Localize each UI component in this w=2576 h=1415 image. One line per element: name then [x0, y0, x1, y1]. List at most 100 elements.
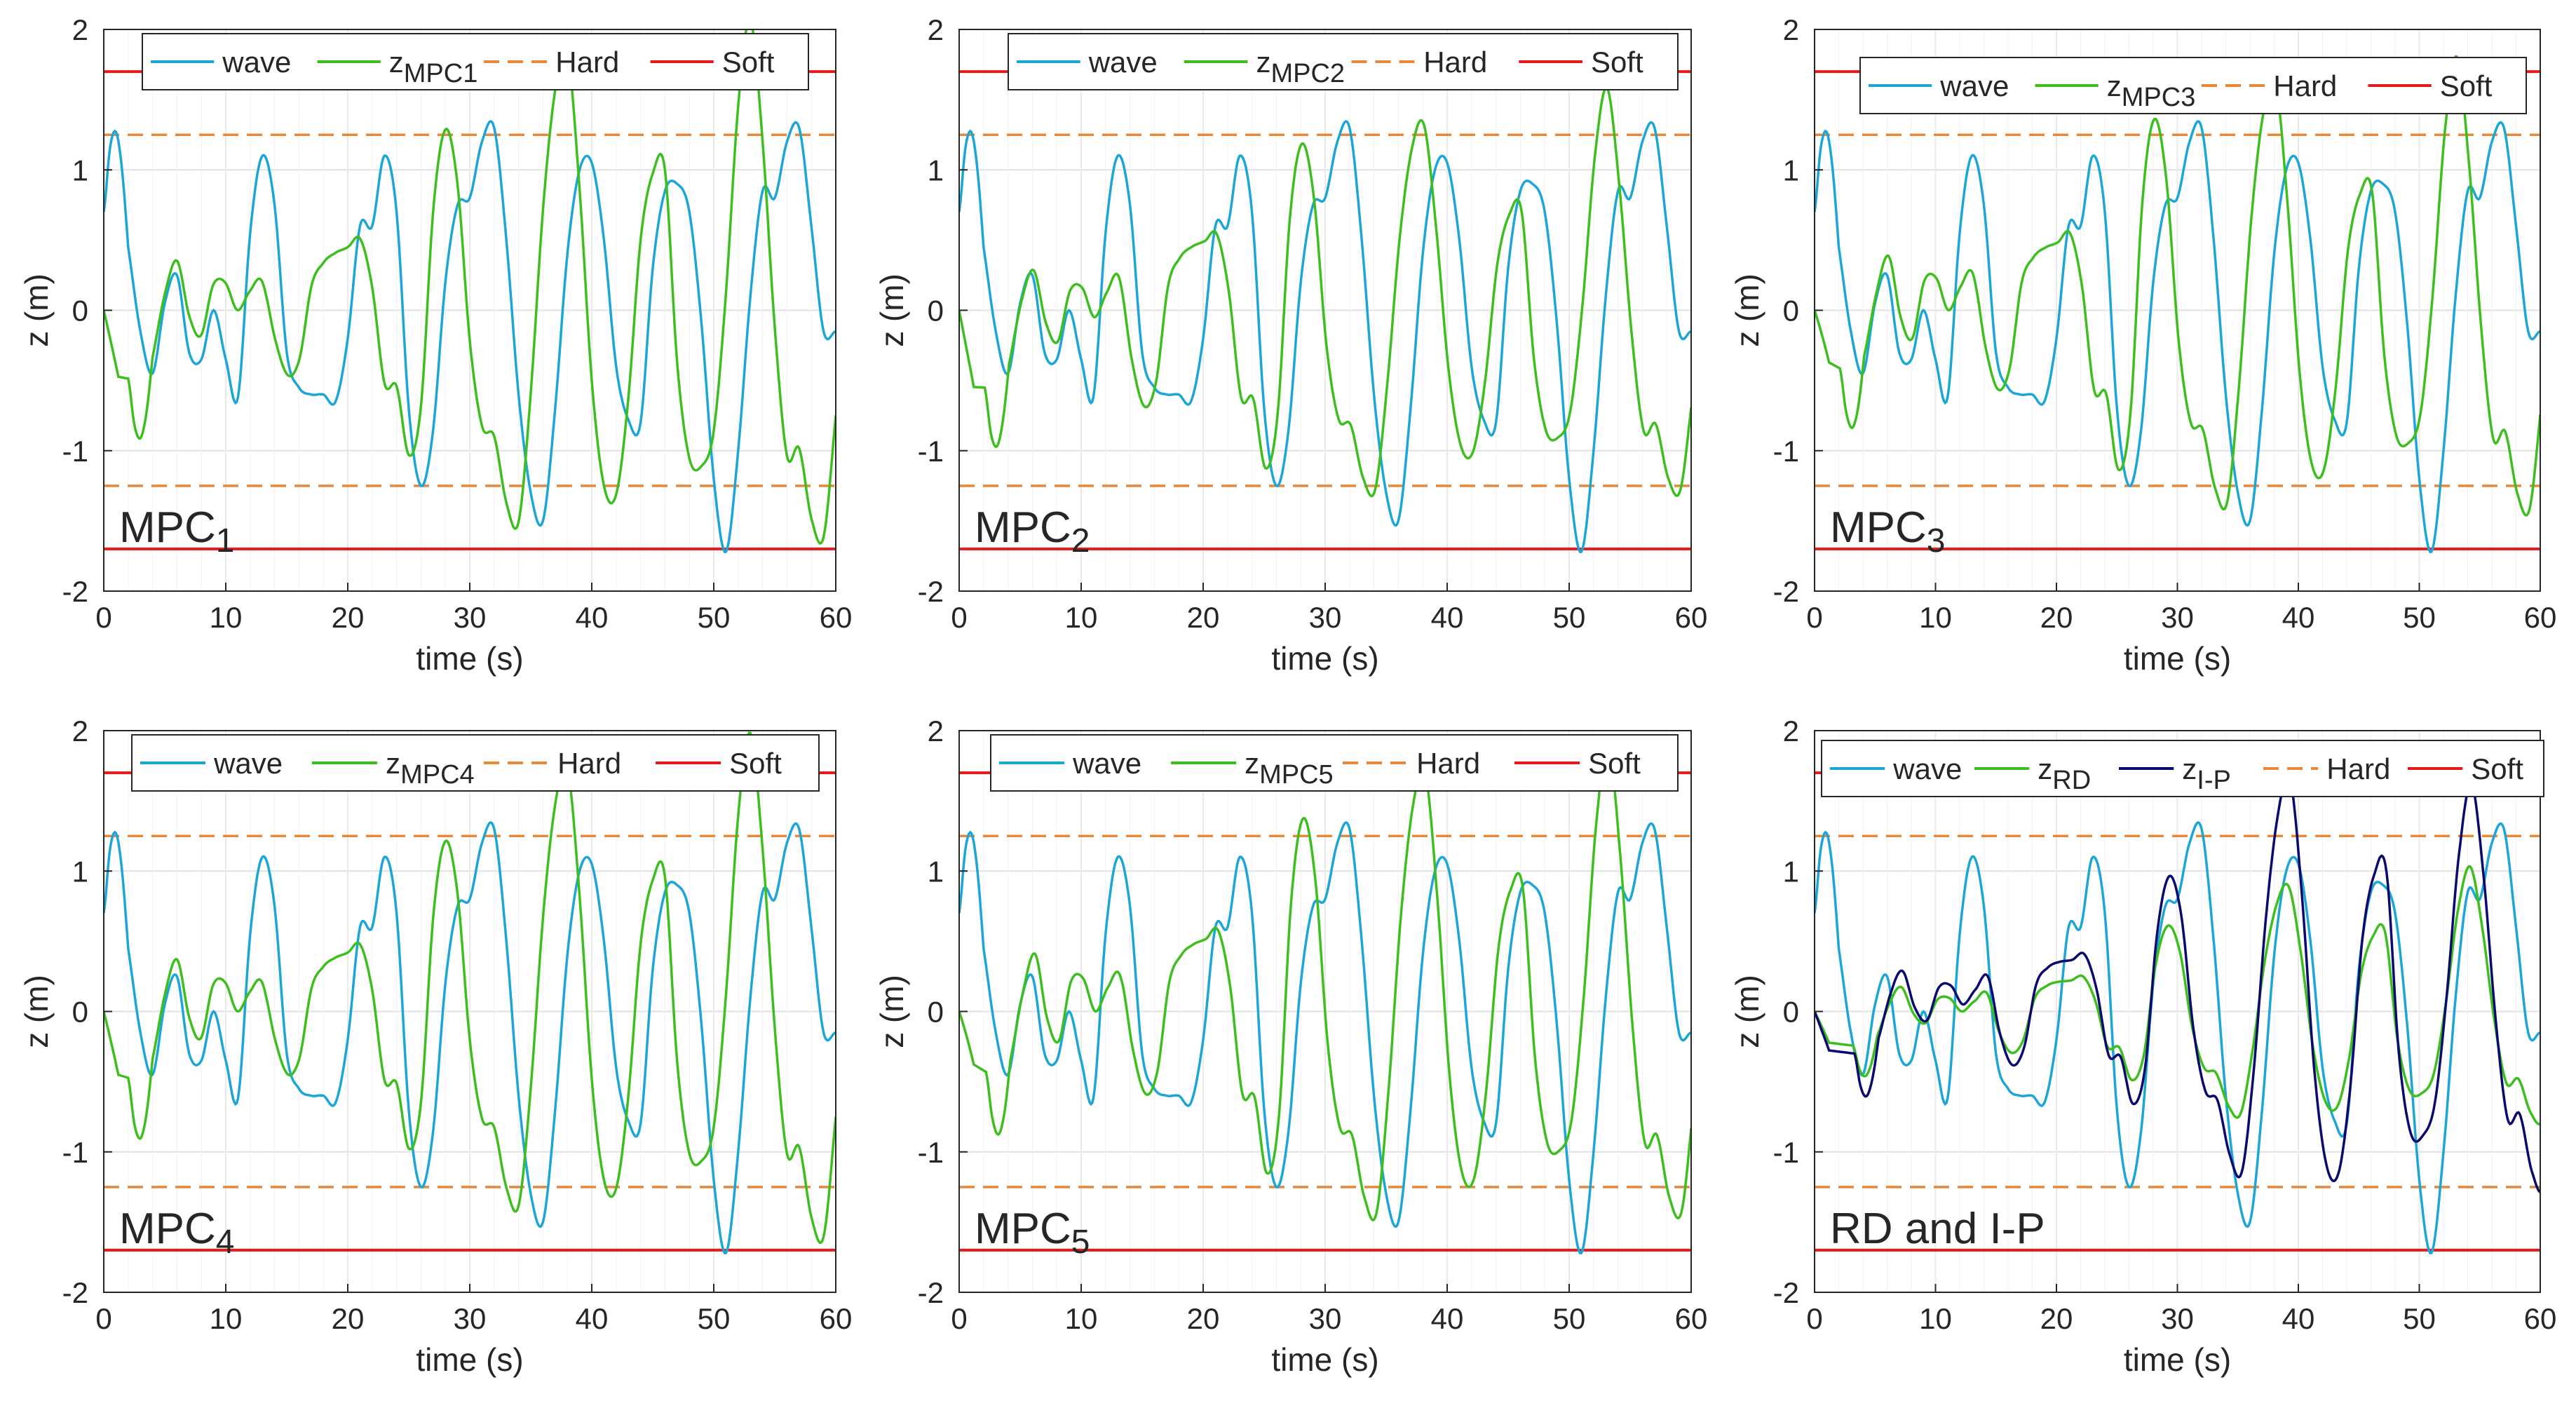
- x-axis-label: time (s): [1271, 640, 1378, 677]
- panel-label-main: MPC: [975, 1205, 1071, 1253]
- y-tick-label: -2: [1773, 1276, 1799, 1309]
- x-tick-label: 40: [2282, 1302, 2315, 1335]
- y-tick-label: 1: [1783, 855, 1799, 888]
- panel-label: MPC4: [119, 1205, 234, 1261]
- legend-entry-hard: Hard: [2326, 752, 2390, 785]
- panel-label: MPC1: [119, 503, 234, 560]
- x-tick-label: 50: [1553, 601, 1586, 634]
- x-tick-label: 10: [210, 601, 243, 634]
- x-tick-label: 0: [951, 601, 967, 634]
- x-axis-label: time (s): [2124, 640, 2231, 677]
- legend-entry-wave: wave: [1088, 46, 1158, 79]
- legend-entry-z: zMPC4: [386, 747, 475, 790]
- legend-entry-hard: Hard: [1416, 747, 1480, 780]
- legend-subscript: MPC3: [2122, 83, 2196, 112]
- legend-text: Soft: [2440, 69, 2493, 102]
- legend-subscript: RD: [2052, 766, 2091, 795]
- x-tick-label: 20: [332, 601, 365, 634]
- legend-entry-z: zI-P: [2182, 752, 2231, 795]
- y-axis-label: z (m): [874, 273, 910, 347]
- x-tick-label: 20: [332, 1302, 365, 1335]
- chart-panel-3: 0 10 20 30 40 50 60 -2 -1 0 1 2 time (s) z (m) MPC3 wav…: [1729, 13, 2556, 677]
- legend-entry-hard: Hard: [555, 46, 619, 79]
- panel-label-main: MPC: [119, 1205, 216, 1253]
- x-tick-label: 10: [1919, 1302, 1952, 1335]
- x-tick-label: 50: [698, 601, 731, 634]
- y-tick-label: 2: [72, 13, 88, 46]
- y-tick-label: 0: [928, 294, 944, 327]
- legend-text: Hard: [555, 46, 619, 79]
- x-tick-label: 10: [1919, 601, 1952, 634]
- chart-panel-6: 0 10 20 30 40 50 60 -2 -1 0 1 2 time (s) z (m) RD and …: [1729, 715, 2556, 1378]
- legend-entry-hard: Hard: [557, 747, 621, 780]
- y-tick-label: 1: [72, 855, 88, 888]
- y-tick-label: 1: [1783, 154, 1799, 187]
- legend-text: z: [2038, 752, 2052, 785]
- series-line-mpc: [959, 86, 1691, 498]
- y-tick-label: -1: [1773, 435, 1799, 468]
- x-tick-label: 50: [2403, 1302, 2436, 1335]
- x-tick-label: 10: [210, 1302, 243, 1335]
- x-tick-label: 60: [820, 1302, 853, 1335]
- y-axis-label: z (m): [1729, 975, 1765, 1048]
- y-tick-label: 2: [1783, 13, 1799, 46]
- x-tick-label: 40: [576, 601, 609, 634]
- x-tick-label: 60: [1675, 601, 1708, 634]
- series-line-wave: [104, 821, 836, 1254]
- legend-text: z: [1245, 747, 1259, 780]
- legend-text: z: [2182, 752, 2197, 785]
- y-axis-label: z (m): [874, 975, 910, 1048]
- legend-entry-soft: Soft: [1588, 747, 1641, 780]
- y-tick-label: -2: [918, 575, 944, 608]
- y-tick-label: 0: [1783, 294, 1799, 327]
- series-line-mpc: [1815, 55, 2540, 517]
- x-tick-label: 30: [1309, 1302, 1342, 1335]
- y-tick-label: 2: [928, 13, 944, 46]
- legend-subscript: MPC4: [400, 760, 475, 790]
- y-axis-label: z (m): [18, 273, 55, 347]
- y-tick-label: -1: [1773, 1136, 1799, 1169]
- panel-label: RD and I-P: [1830, 1205, 2045, 1253]
- x-tick-label: 30: [2161, 601, 2194, 634]
- x-tick-label: 20: [2040, 601, 2073, 634]
- legend-text: wave: [213, 747, 283, 780]
- legend-entry-wave: wave: [213, 747, 283, 780]
- legend-text: Soft: [722, 46, 775, 79]
- x-tick-label: 60: [2524, 601, 2557, 634]
- y-axis-label: z (m): [1729, 273, 1765, 347]
- legend-subscript: MPC1: [404, 59, 478, 88]
- legend-text: wave: [1072, 747, 1141, 780]
- panel-label-main: MPC: [119, 503, 216, 552]
- legend-entry-wave: wave: [1939, 69, 2009, 102]
- legend-entry-z: zRD: [2038, 752, 2091, 795]
- legend-text: Soft: [729, 747, 782, 780]
- series-line-ip: [1815, 773, 2540, 1193]
- x-tick-label: 60: [1675, 1302, 1708, 1335]
- x-tick-label: 0: [1806, 601, 1822, 634]
- x-tick-label: 50: [2403, 601, 2436, 634]
- y-tick-label: 1: [72, 154, 88, 187]
- series-group: [1815, 771, 2540, 1254]
- y-tick-label: 2: [72, 715, 88, 747]
- legend-entry-wave: wave: [1892, 752, 1962, 785]
- legend-text: z: [2107, 69, 2122, 102]
- x-tick-label: 20: [1187, 601, 1220, 634]
- legend-text: Soft: [2471, 752, 2523, 785]
- x-tick-label: 50: [1553, 1302, 1586, 1335]
- y-tick-label: -2: [1773, 575, 1799, 608]
- legend-entry-soft: Soft: [729, 747, 782, 780]
- series-line-mpc: [104, 29, 836, 545]
- x-tick-label: 30: [2161, 1302, 2194, 1335]
- legend-entry-z: zMPC5: [1245, 747, 1334, 790]
- series-line-mpc: [959, 744, 1691, 1221]
- legend-entry-z: zMPC1: [389, 46, 478, 88]
- legend-text: Hard: [2326, 752, 2390, 785]
- y-tick-label: -1: [918, 435, 944, 468]
- x-tick-label: 50: [698, 1302, 731, 1335]
- panel-label-sub: 1: [216, 522, 235, 560]
- legend-entry-soft: Soft: [2471, 752, 2523, 785]
- series-line-mpc: [104, 731, 836, 1245]
- legend-text: Hard: [1416, 747, 1480, 780]
